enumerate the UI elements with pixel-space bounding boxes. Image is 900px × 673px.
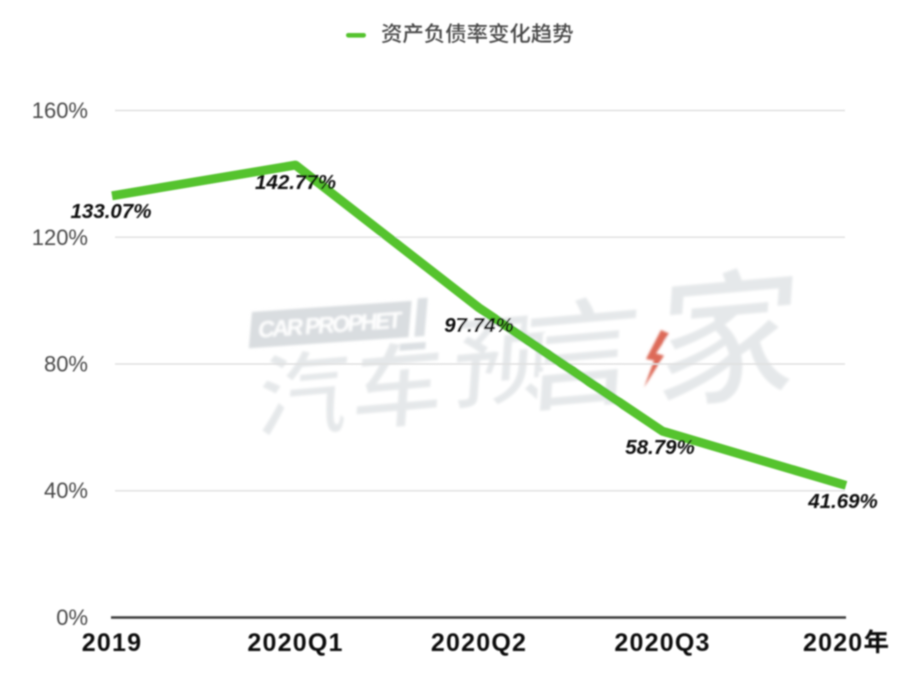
svg-text:0%: 0% — [56, 605, 88, 630]
svg-text:2019: 2019 — [82, 629, 142, 657]
svg-text:120%: 120% — [32, 225, 88, 250]
svg-text:40%: 40% — [44, 478, 88, 503]
svg-text:2020Q3: 2020Q3 — [614, 629, 710, 657]
svg-text:2020: 2020 — [803, 629, 863, 657]
svg-text:142.77%: 142.77% — [255, 171, 336, 194]
svg-text:2020Q1: 2020Q1 — [247, 629, 343, 657]
svg-text:160%: 160% — [32, 98, 88, 123]
svg-text:133.07%: 133.07% — [71, 200, 152, 223]
svg-text:97.74%: 97.74% — [444, 314, 514, 337]
svg-text:80%: 80% — [44, 352, 88, 377]
svg-text:2020Q2: 2020Q2 — [431, 629, 527, 657]
svg-text:41.69%: 41.69% — [807, 490, 878, 513]
svg-text:58.79%: 58.79% — [625, 436, 695, 459]
